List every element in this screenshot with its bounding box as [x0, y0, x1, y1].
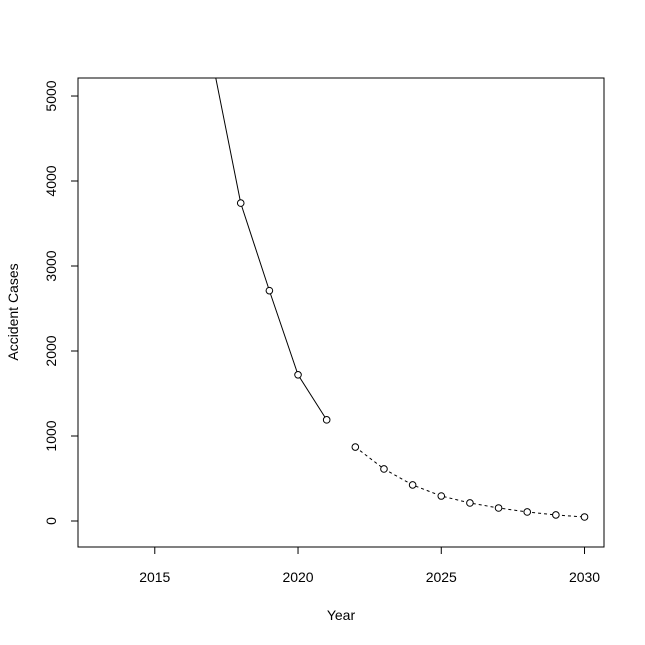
data-point [294, 371, 302, 379]
data-point [466, 499, 474, 507]
y-tick-label: 1000 [43, 420, 59, 451]
data-point [552, 511, 560, 519]
data-line [215, 78, 328, 421]
y-tick-label: 2000 [43, 335, 59, 366]
data-point [580, 513, 589, 521]
data-point [265, 286, 274, 295]
x-tick-label: 2030 [569, 569, 600, 585]
x-tick-label: 2020 [282, 569, 313, 585]
data-point [523, 508, 532, 516]
plot-area [209, 56, 589, 521]
data-point [351, 443, 360, 451]
y-tick-label: 3000 [43, 250, 59, 281]
y-tick-label: 5000 [43, 80, 59, 111]
plot-frame [77, 77, 605, 548]
y-axis-label: Accident Cases [5, 263, 21, 360]
data-point [408, 481, 417, 489]
data-point [209, 56, 216, 63]
x-tick-label: 2015 [139, 569, 170, 585]
x-tick-label: 2025 [426, 569, 457, 585]
data-point [236, 199, 245, 207]
data-line [355, 446, 585, 518]
x-axis-label: Year [327, 607, 356, 623]
y-tick-label: 0 [43, 517, 59, 525]
y-tick-label: 4000 [43, 165, 59, 196]
data-point [380, 465, 388, 473]
data-point [437, 492, 446, 500]
data-point [494, 504, 503, 512]
data-point [322, 416, 331, 424]
